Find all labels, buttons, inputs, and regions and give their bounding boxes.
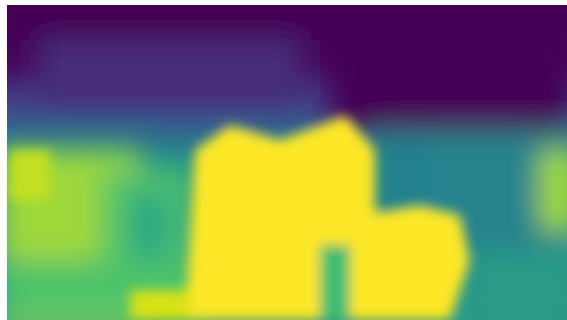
field	[0, 0, 567, 320]
field-image	[0, 0, 567, 320]
page	[0, 0, 567, 320]
